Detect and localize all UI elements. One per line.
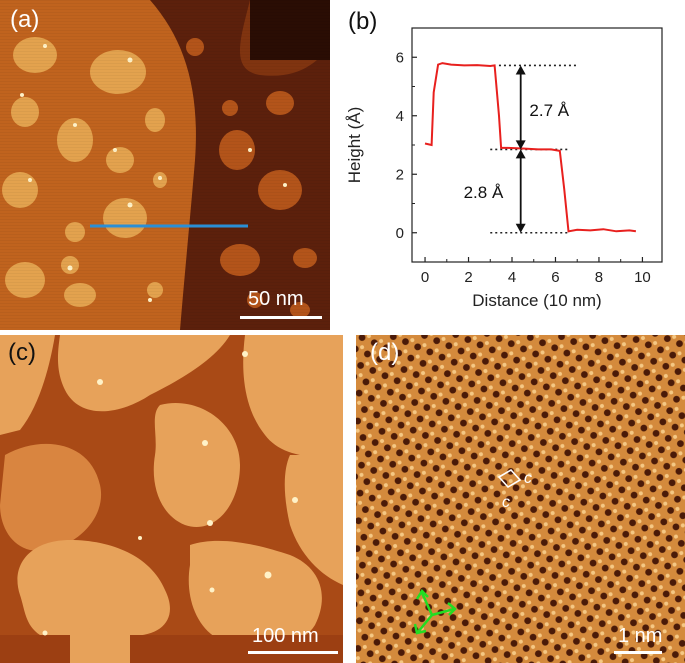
scale-bar-d [614, 651, 662, 654]
plot-frame [411, 27, 663, 263]
y-tick-label: 0 [396, 225, 404, 242]
arrow-up [420, 592, 434, 616]
scale-bar-d-label: 1 nm [618, 625, 663, 647]
x-tick-label: 8 [595, 269, 603, 286]
step-arrow-upper-head-bottom [515, 140, 526, 150]
stm-image-d: c c [356, 335, 685, 663]
stm-image-a [0, 0, 330, 330]
panel-b-label: (b) [348, 8, 378, 35]
x-tick-label: 0 [421, 269, 429, 286]
arrow-down [417, 614, 433, 633]
scale-bar-c-label: 100 nm [252, 625, 319, 647]
step-arrow-lower-head-bottom [515, 223, 526, 233]
arrow-right-head [447, 602, 457, 616]
panel-a-label: (a) [10, 6, 40, 33]
scale-bar-a-label: 50 nm [248, 288, 304, 310]
y-axis-label: Height (Å) [345, 107, 364, 184]
arrow-right [431, 607, 455, 617]
y-tick-label: 6 [396, 49, 404, 66]
y-tick-label: 4 [396, 108, 404, 125]
unit-cell-label-1: c [524, 470, 532, 487]
arrow-up-head [415, 589, 429, 600]
x-tick-label: 10 [634, 269, 651, 286]
unit-cell-label-2: c [502, 494, 510, 511]
panel-c-stm-image: (c) 100 nm [0, 335, 343, 663]
panel-b-height-profile: 0 2 4 6 8 10 0 2 4 6 2.7 Å 2.8 Å Height (Å) Distan… [340, 0, 685, 330]
panel-d-label: (d) [370, 339, 400, 366]
x-tick-label: 2 [464, 269, 472, 286]
direction-arrows [413, 589, 457, 635]
x-axis-label: Distance (10 nm) [472, 291, 601, 310]
y-tick-label: 2 [396, 166, 404, 183]
scale-bar-a [240, 316, 322, 319]
step-arrow-upper-head-top [515, 65, 526, 75]
scale-bar-c [248, 651, 338, 654]
arrow-down-head [413, 623, 427, 635]
x-tick-label: 6 [551, 269, 559, 286]
x-tick-label: 4 [508, 269, 516, 286]
islands-c [0, 335, 343, 663]
panel-a-stm-image: (a) 50 nm [0, 0, 330, 330]
step-annotation-2: 2.8 Å [464, 183, 504, 202]
stm-image-c [0, 335, 343, 663]
panel-d-atomic-image: c c (d) 1 nm [356, 335, 685, 663]
height-profile-chart: 0 2 4 6 8 10 0 2 4 6 2.7 Å 2.8 Å Height (Å) Distan… [345, 27, 663, 310]
unit-cell-outline [497, 468, 522, 489]
step-arrow-lower-head-top [515, 149, 526, 159]
series-line-height [424, 62, 637, 233]
step-annotation-1: 2.7 Å [529, 101, 569, 120]
panel-c-label: (c) [8, 339, 36, 366]
